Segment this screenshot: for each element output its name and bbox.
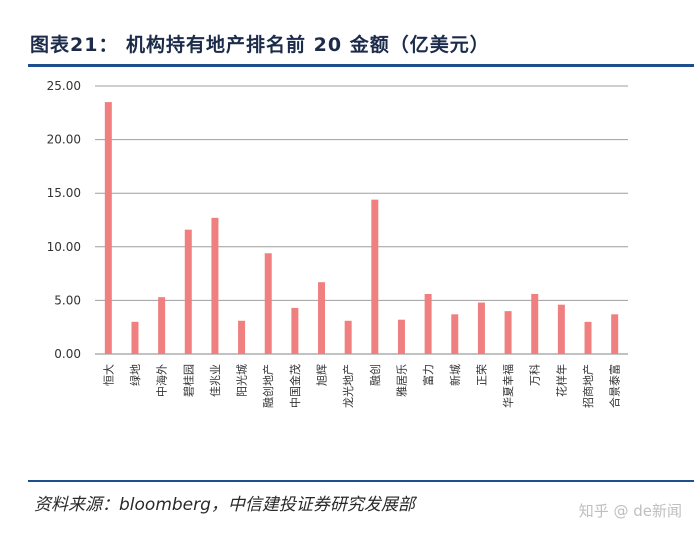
bar (291, 307, 299, 354)
source-divider (28, 480, 694, 482)
x-tick-label: 碧桂园 (181, 364, 195, 397)
x-tick-label: 中海外 (155, 364, 169, 397)
y-axis-ticks: 0.00 5.00 10.00 15.00 20.00 25.00 (47, 79, 81, 361)
bar (238, 320, 246, 354)
x-axis-labels: 恒大 绿地 中海外 碧桂园 佳兆业 阳光城 融创地产 中国金茂 旭辉 龙光地产 融创 雅居乐 富力 新城正… (101, 364, 621, 408)
y-tick-label: 20.00 (47, 133, 81, 147)
y-tick-label: 25.00 (47, 79, 81, 93)
bar (451, 314, 459, 354)
bar (584, 321, 592, 354)
bar (318, 282, 326, 354)
x-tick-label: 融创 (369, 364, 382, 386)
bar (397, 319, 405, 354)
x-tick-label: 旭辉 (315, 364, 329, 386)
bar (557, 304, 565, 354)
x-tick-label: 绿地 (128, 364, 142, 386)
bar (504, 311, 512, 354)
bar (344, 320, 352, 354)
x-tick-label: 招商地产 (581, 364, 595, 408)
y-tick-label: 10.00 (47, 240, 81, 254)
bar (104, 102, 112, 354)
page-title: 图表21： 机构持有地产排名前 20 金额（亿美元） (30, 34, 490, 56)
y-tick-label: 15.00 (47, 186, 81, 200)
x-tick-label: 融创地产 (261, 364, 275, 408)
x-tick-label: 新城 (448, 364, 462, 386)
x-tick-label: 花样年 (554, 364, 568, 397)
bar (477, 302, 485, 354)
source-note: 资料来源：bloomberg，中信建投证券研究发展部 (34, 495, 415, 515)
x-tick-label: 龙光地产 (341, 364, 355, 408)
bar (211, 217, 219, 354)
x-tick-label: 阳光城 (235, 364, 249, 397)
x-tick-label: 富力 (421, 364, 435, 386)
bar (131, 321, 139, 354)
bar (184, 229, 192, 354)
x-tick-label: 佳兆业 (208, 364, 222, 397)
x-tick-label: 中国金茂 (288, 364, 302, 408)
x-tick-label: 华夏幸福 (501, 364, 515, 408)
bar (611, 314, 619, 354)
gridlines (95, 85, 628, 355)
watermark: 知乎 @ de新闻 (578, 502, 682, 520)
x-tick-label: 合景泰富 (608, 364, 622, 408)
y-tick-label: 0.00 (54, 347, 81, 361)
title-divider (28, 64, 694, 67)
bar (264, 253, 272, 354)
x-tick-label: 恒大 (101, 364, 115, 386)
bar (424, 293, 432, 354)
y-tick-label: 5.00 (54, 293, 81, 307)
bar (158, 297, 166, 354)
bars (104, 102, 619, 354)
bar (371, 199, 379, 354)
x-tick-label: 雅居乐 (394, 364, 408, 397)
x-tick-label: 正荣 (475, 364, 488, 386)
bar-chart: 0.00 5.00 10.00 15.00 20.00 25.00 恒大 绿地 中海外 碧桂园佳… (47, 79, 628, 408)
bar (531, 293, 539, 354)
x-tick-label: 万科 (528, 364, 542, 386)
